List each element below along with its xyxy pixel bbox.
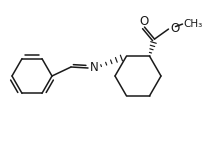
Text: O: O [139, 15, 148, 28]
Text: O: O [171, 22, 180, 35]
Text: CH₃: CH₃ [183, 19, 203, 29]
Text: N: N [89, 61, 98, 74]
